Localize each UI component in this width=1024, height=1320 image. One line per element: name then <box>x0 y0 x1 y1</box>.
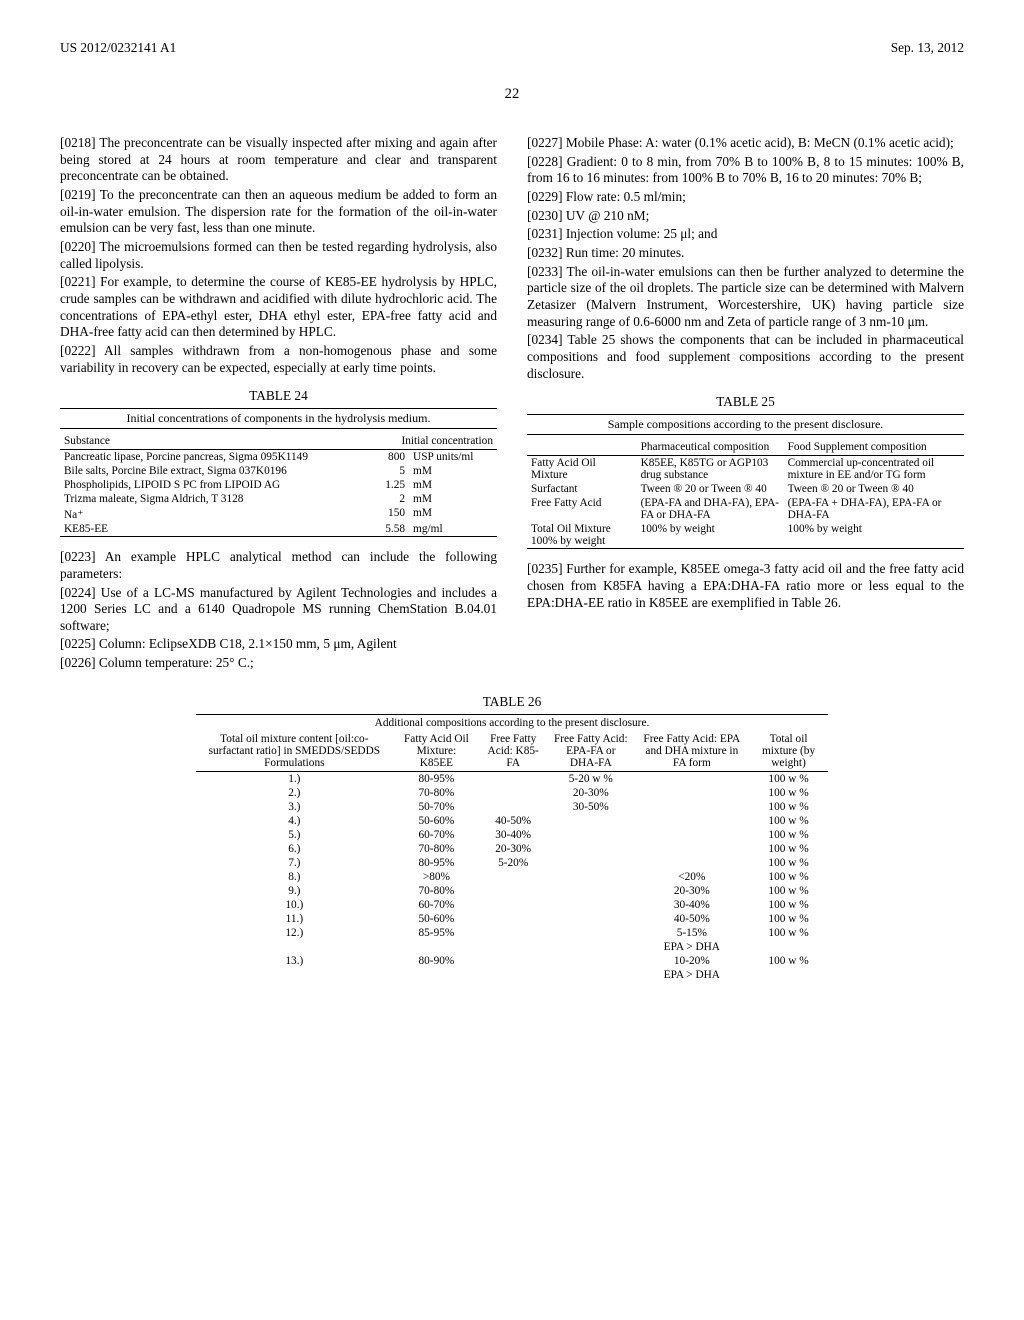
para-0221: [0221] For example, to determine the cou… <box>60 274 497 341</box>
table24-header-substance: Substance <box>60 433 373 450</box>
para-0227: [0227] Mobile Phase: A: water (0.1% acet… <box>527 135 964 152</box>
table26-h4: Free Fatty Acid: EPA-FA or DHA-FA <box>547 731 635 772</box>
table-row: 2.)70-80%20-30%100 w % <box>196 786 829 800</box>
table-row: Total Oil Mixture 100% by weight100% by … <box>527 522 964 549</box>
table-row: EPA > DHA <box>196 940 829 954</box>
table26-title: TABLE 26 <box>60 694 964 710</box>
table24-caption: Initial concentrations of components in … <box>60 408 497 429</box>
table-row: 11.)50-60%40-50%100 w % <box>196 912 829 926</box>
para-0229: [0229] Flow rate: 0.5 ml/min; <box>527 189 964 206</box>
para-0226: [0226] Column temperature: 25° C.; <box>60 655 497 672</box>
para-0234: [0234] Table 25 shows the components tha… <box>527 332 964 382</box>
table25-header-pharma: Pharmaceutical composition <box>637 439 784 456</box>
table-row: Fatty Acid Oil MixtureK85EE, K85TG or AG… <box>527 456 964 483</box>
table24-title: TABLE 24 <box>60 388 497 404</box>
para-0231: [0231] Injection volume: 25 μl; and <box>527 226 964 243</box>
table-row: 9.)70-80%20-30%100 w % <box>196 884 829 898</box>
table-row: 12.)85-95%5-15%100 w % <box>196 926 829 940</box>
table-row: 6.)70-80%20-30%100 w % <box>196 842 829 856</box>
publication-date: Sep. 13, 2012 <box>891 40 964 56</box>
table26-h1: Total oil mixture content [oil:co-surfac… <box>196 731 393 772</box>
table-row: 8.)>80%<20%100 w % <box>196 870 829 884</box>
table26: Additional compositions according to the… <box>196 714 829 982</box>
table-row: 5.)60-70%30-40%100 w % <box>196 828 829 842</box>
para-0222: [0222] All samples withdrawn from a non-… <box>60 343 497 376</box>
table-row: 13.)80-90%10-20%100 w % <box>196 954 829 968</box>
table24-header-concentration: Initial concentration <box>373 433 497 450</box>
table26-h3: Free Fatty Acid: K85-FA <box>480 731 547 772</box>
left-column: [0218] The preconcentrate can be visuall… <box>60 133 497 674</box>
page-header: US 2012/0232141 A1 Sep. 13, 2012 <box>60 40 964 56</box>
para-0225: [0225] Column: EclipseXDB C18, 2.1×150 m… <box>60 636 497 653</box>
table-row: KE85-EE5.58mg/ml <box>60 522 497 537</box>
table26-h2: Fatty Acid Oil Mixture: K85EE <box>393 731 480 772</box>
table-row: Bile salts, Porcine Bile extract, Sigma … <box>60 464 497 478</box>
para-0233: [0233] The oil-in-water emulsions can th… <box>527 264 964 331</box>
table25-header-food: Food Supplement composition <box>784 439 964 456</box>
table24: Substance Initial concentration Pancreat… <box>60 433 497 537</box>
table26-h5: Free Fatty Acid: EPA and DHA mixture in … <box>635 731 749 772</box>
publication-number: US 2012/0232141 A1 <box>60 40 176 56</box>
table-row: Trizma maleate, Sigma Aldrich, T 31282mM <box>60 492 497 506</box>
table-row: EPA > DHA <box>196 968 829 982</box>
para-0224: [0224] Use of a LC-MS manufactured by Ag… <box>60 585 497 635</box>
para-0219: [0219] To the preconcentrate can then an… <box>60 187 497 237</box>
right-column: [0227] Mobile Phase: A: water (0.1% acet… <box>527 133 964 674</box>
page-number: 22 <box>60 86 964 103</box>
table-row: 10.)60-70%30-40%100 w % <box>196 898 829 912</box>
table25-header-blank <box>527 439 637 456</box>
para-0228: [0228] Gradient: 0 to 8 min, from 70% B … <box>527 154 964 187</box>
table-row: Na⁺150mM <box>60 506 497 522</box>
para-0235: [0235] Further for example, K85EE omega-… <box>527 561 964 611</box>
para-0223: [0223] An example HPLC analytical method… <box>60 549 497 582</box>
para-0218: [0218] The preconcentrate can be visuall… <box>60 135 497 185</box>
table-row: SurfactantTween ® 20 or Tween ® 40Tween … <box>527 482 964 496</box>
table-row: Pancreatic lipase, Porcine pancreas, Sig… <box>60 450 497 465</box>
table25: Pharmaceutical composition Food Suppleme… <box>527 439 964 549</box>
table26-caption: Additional compositions according to the… <box>196 714 829 731</box>
para-0230: [0230] UV @ 210 nM; <box>527 208 964 225</box>
table-row: Phospholipids, LIPOID S PC from LIPOID A… <box>60 478 497 492</box>
para-0232: [0232] Run time: 20 minutes. <box>527 245 964 262</box>
table25-title: TABLE 25 <box>527 394 964 410</box>
table26-section: TABLE 26 Additional compositions accordi… <box>60 694 964 982</box>
table-row: 7.)80-95%5-20%100 w % <box>196 856 829 870</box>
para-0220: [0220] The microemulsions formed can the… <box>60 239 497 272</box>
table-row: Free Fatty Acid(EPA-FA and DHA-FA), EPA-… <box>527 496 964 522</box>
table26-h6: Total oil mixture (by weight) <box>749 731 829 772</box>
table-row: 3.)50-70%30-50%100 w % <box>196 800 829 814</box>
table-row: 4.)50-60%40-50%100 w % <box>196 814 829 828</box>
table25-caption: Sample compositions according to the pre… <box>527 414 964 435</box>
table-row: 1.)80-95%5-20 w %100 w % <box>196 771 829 786</box>
